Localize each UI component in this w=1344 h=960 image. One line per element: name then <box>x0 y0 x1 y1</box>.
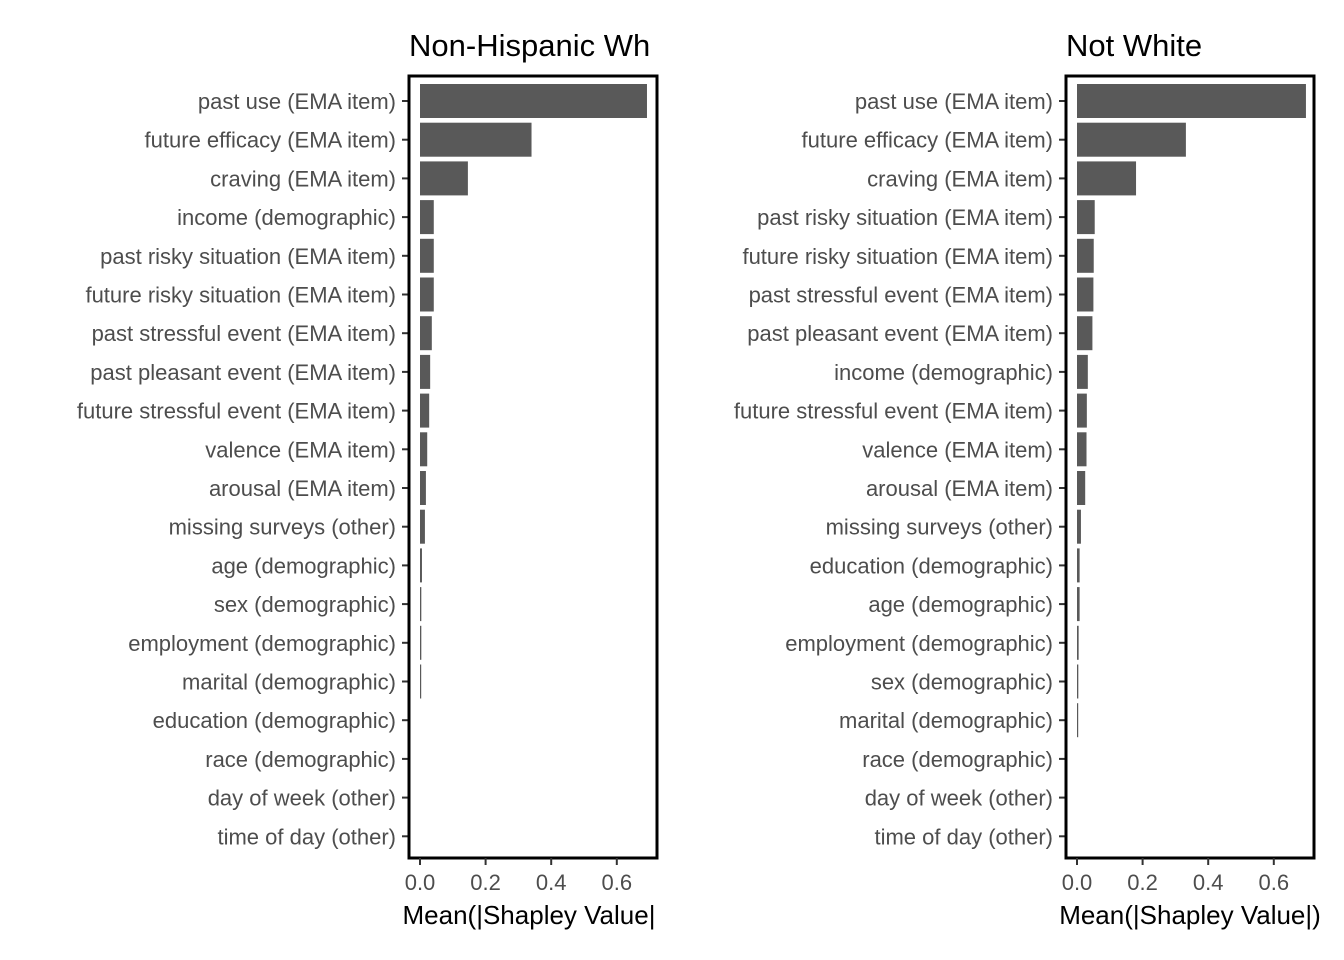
category-label: day of week (other) <box>208 786 396 811</box>
category-label: race (demographic) <box>862 747 1053 772</box>
x-tick-label: 0.2 <box>1127 870 1158 895</box>
bar-arousal-ema-item <box>420 471 426 505</box>
chart-title: Not White <box>1066 28 1202 63</box>
x-tick-label: 0.6 <box>1259 870 1290 895</box>
category-label: missing surveys (other) <box>826 515 1053 540</box>
category-label: future stressful event (EMA item) <box>734 399 1053 424</box>
panel-not-white: Not White past use (EMA item) future effic… <box>734 28 1321 930</box>
x-tick-label: 0.4 <box>1193 870 1224 895</box>
category-label: marital (demographic) <box>182 670 396 695</box>
bar-missing-surveys-other <box>1077 509 1081 544</box>
plot-frame <box>407 74 659 860</box>
x-tick-label: 0.6 <box>602 870 633 895</box>
plot-frame <box>1064 74 1316 860</box>
bar-valence-ema-item <box>1077 432 1087 467</box>
category-label: education (demographic) <box>810 553 1053 578</box>
category-label: future stressful event (EMA item) <box>77 399 396 424</box>
category-label: employment (demographic) <box>785 631 1053 656</box>
bar-past-use-ema-item <box>1077 84 1306 118</box>
category-label: education (demographic) <box>153 708 396 733</box>
chart-title: Non-Hispanic Wh <box>409 28 650 63</box>
category-label: valence (EMA item) <box>862 437 1053 462</box>
bar-past-use-ema-item <box>420 84 647 118</box>
bar-future-efficacy-ema-item <box>1077 122 1186 157</box>
bar-missing-surveys-other <box>420 509 425 544</box>
x-tick-label: 0.2 <box>470 870 501 895</box>
bar-sex-demographic <box>420 587 422 622</box>
category-label: race (demographic) <box>205 747 396 772</box>
category-label: income (demographic) <box>177 205 396 230</box>
bar-past-stressful-event-ema-item <box>1077 277 1094 312</box>
category-label: past risky situation (EMA item) <box>100 244 396 269</box>
category-label: sex (demographic) <box>871 670 1053 695</box>
category-label: time of day (other) <box>217 824 396 849</box>
bar-future-risky-situation-ema-item <box>1077 238 1094 273</box>
bar-arousal-ema-item <box>1077 471 1086 505</box>
category-label: past pleasant event (EMA item) <box>747 321 1053 346</box>
x-axis-title: Mean(|Shapley Value| <box>403 900 656 930</box>
category-label: sex (demographic) <box>214 592 396 617</box>
category-label: time of day (other) <box>874 824 1053 849</box>
category-label: future risky situation (EMA item) <box>85 283 396 308</box>
category-label: craving (EMA item) <box>867 166 1053 191</box>
bar-craving-ema-item <box>420 161 468 196</box>
category-label: future efficacy (EMA item) <box>802 128 1053 153</box>
bar-past-pleasant-event-ema-item <box>420 354 431 389</box>
bar-past-risky-situation-ema-item <box>1077 200 1095 235</box>
bar-employment-demographic <box>1077 625 1079 660</box>
category-label: past use (EMA item) <box>198 89 396 114</box>
bar-future-efficacy-ema-item <box>420 122 532 157</box>
x-tick-label: 0.0 <box>1062 870 1093 895</box>
category-label: income (demographic) <box>834 360 1053 385</box>
bar-past-risky-situation-ema-item <box>420 238 434 273</box>
category-label: arousal (EMA item) <box>866 476 1053 501</box>
category-label: age (demographic) <box>868 592 1053 617</box>
bar-sex-demographic <box>1077 664 1079 699</box>
panel-non-hispanic-white: Non-Hispanic Wh past use (EMA item) future… <box>77 28 659 930</box>
bar-income-demographic <box>1077 354 1088 389</box>
bar-marital-demographic <box>1077 703 1079 738</box>
bar-age-demographic <box>420 548 422 583</box>
bar-future-stressful-event-ema-item <box>1077 393 1087 428</box>
bar-craving-ema-item <box>1077 161 1137 196</box>
bar-future-risky-situation-ema-item <box>420 277 434 312</box>
x-axis-title: Mean(|Shapley Value|) <box>1059 900 1321 930</box>
bar-past-pleasant-event-ema-item <box>1077 316 1093 351</box>
category-label: arousal (EMA item) <box>209 476 396 501</box>
category-label: past use (EMA item) <box>855 89 1053 114</box>
category-label: past stressful event (EMA item) <box>749 283 1053 308</box>
category-label: marital (demographic) <box>839 708 1053 733</box>
bar-past-stressful-event-ema-item <box>420 316 432 351</box>
bar-valence-ema-item <box>420 432 428 467</box>
category-label: past risky situation (EMA item) <box>757 205 1053 230</box>
category-label: valence (EMA item) <box>205 437 396 462</box>
category-label: future risky situation (EMA item) <box>742 244 1053 269</box>
category-label: missing surveys (other) <box>169 515 396 540</box>
bar-employment-demographic <box>420 625 422 660</box>
bar-education-demographic <box>1077 548 1080 583</box>
category-label: day of week (other) <box>865 786 1053 811</box>
category-label: past stressful event (EMA item) <box>92 321 396 346</box>
x-tick-label: 0.0 <box>405 870 436 895</box>
bar-income-demographic <box>420 200 434 235</box>
x-tick-label: 0.4 <box>536 870 567 895</box>
category-label: employment (demographic) <box>128 631 396 656</box>
category-label: past pleasant event (EMA item) <box>90 360 396 385</box>
category-label: age (demographic) <box>211 553 396 578</box>
bar-age-demographic <box>1077 587 1080 622</box>
category-label: craving (EMA item) <box>210 166 396 191</box>
bar-marital-demographic <box>420 664 422 699</box>
bar-future-stressful-event-ema-item <box>420 393 430 428</box>
category-label: future efficacy (EMA item) <box>145 128 396 153</box>
